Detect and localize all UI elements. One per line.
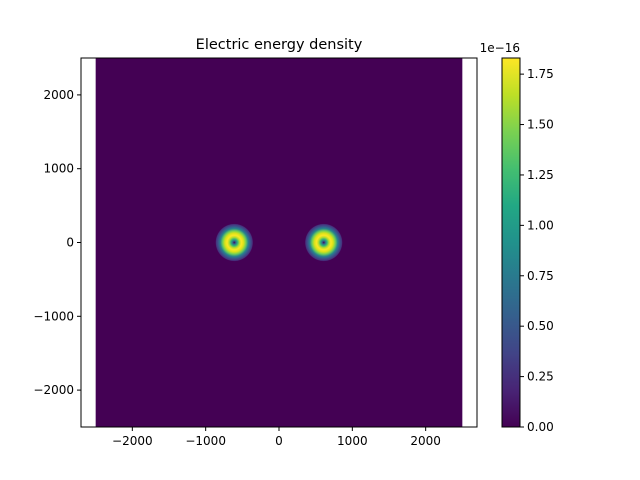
y-tick-label: 1000 <box>43 162 74 176</box>
colorbar-offset-label: 1e−16 <box>480 41 520 55</box>
chart-title: Electric energy density <box>196 37 363 53</box>
energy-ring-1 <box>215 223 254 262</box>
x-tick-label: −1000 <box>185 434 226 448</box>
colorbar-tick-label: 0.50 <box>527 319 554 333</box>
y-axis: −2000 −1000 0 1000 2000 <box>33 88 81 397</box>
y-tick-label: −2000 <box>33 383 74 397</box>
colorbar-ticks: 0.00 0.25 0.50 0.75 1.00 1.25 1.50 1.75 <box>520 67 554 434</box>
colorbar-tick-label: 0.25 <box>527 370 554 384</box>
x-tick-label: −2000 <box>112 434 153 448</box>
plot-area <box>95 58 463 427</box>
colorbar-tick-label: 0.75 <box>527 269 554 283</box>
colorbar-gradient <box>502 58 520 427</box>
heatmap-image <box>95 58 463 427</box>
colorbar-frame <box>501 57 521 428</box>
energy-ring-2 <box>304 223 343 262</box>
x-tick-label: 2000 <box>410 434 441 448</box>
colorbar-tick-label: 1.00 <box>527 218 554 232</box>
colorbar-tick-label: 1.75 <box>527 67 554 81</box>
colorbar-tick-label: 1.25 <box>527 168 554 182</box>
colorbar-tick-label: 1.50 <box>527 118 554 132</box>
y-tick-label: 2000 <box>43 88 74 102</box>
x-tick-label: 0 <box>275 434 283 448</box>
colorbar-tick-label: 0.00 <box>527 420 554 434</box>
colorbar: 0.00 0.25 0.50 0.75 1.00 1.25 1.50 1.75 1e−16 <box>480 41 554 434</box>
y-tick-label: −1000 <box>33 309 74 323</box>
features-layer <box>215 223 343 262</box>
x-tick-label: 1000 <box>337 434 368 448</box>
y-tick-label: 0 <box>66 236 74 250</box>
x-axis: −2000 −1000 0 1000 2000 <box>112 427 441 448</box>
